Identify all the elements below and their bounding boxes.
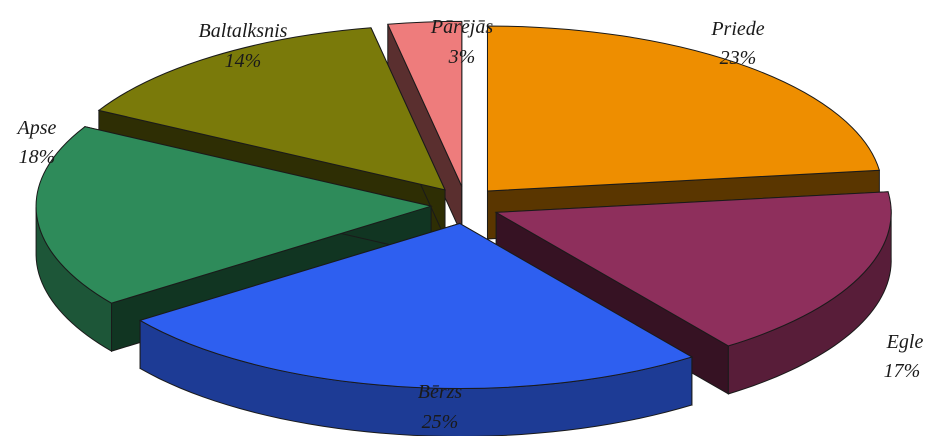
slice-label-egle: Egle — [886, 331, 924, 353]
pie-labels: Priede 23% Egle 17% Bērzs 25% Apse 18% B… — [16, 16, 924, 433]
slice-label-baltalksnis: Baltalksnis — [199, 20, 288, 42]
pie-slice-top-parejas — [387, 20, 463, 187]
slice-value-priede: 23% — [720, 47, 757, 69]
slice-label-priede: Priede — [710, 18, 764, 40]
pie-slices — [35, 20, 892, 436]
slice-value-apse: 18% — [19, 146, 56, 168]
slice-value-parejas: 3% — [448, 46, 476, 68]
slice-value-baltalksnis: 14% — [225, 50, 262, 72]
pie-slice-top-priede — [486, 25, 881, 192]
pie-slice-top-egle — [494, 191, 892, 347]
pie-slice-top-berzs — [138, 222, 694, 389]
slice-label-parejas: Pārējās — [430, 16, 493, 38]
pie-slice-berzs — [138, 222, 694, 436]
pie-slice-parejas — [387, 20, 463, 235]
pie-slice-apse — [35, 126, 434, 353]
slice-label-berzs: Bērzs — [418, 381, 463, 403]
slice-value-berzs: 25% — [422, 411, 459, 433]
slice-label-apse: Apse — [16, 117, 57, 139]
slice-value-egle: 17% — [884, 360, 921, 382]
pie-slice-top-apse — [35, 126, 434, 304]
pie-slice-top-baltalksnis — [97, 27, 446, 191]
